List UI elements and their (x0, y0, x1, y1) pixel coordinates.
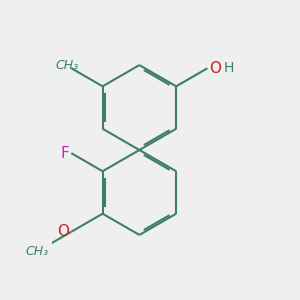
Text: CH₃: CH₃ (55, 59, 78, 72)
Text: O: O (209, 61, 221, 76)
Text: H: H (224, 61, 234, 75)
Text: O: O (57, 224, 69, 239)
Text: F: F (61, 146, 69, 161)
Text: CH₃: CH₃ (26, 245, 49, 258)
